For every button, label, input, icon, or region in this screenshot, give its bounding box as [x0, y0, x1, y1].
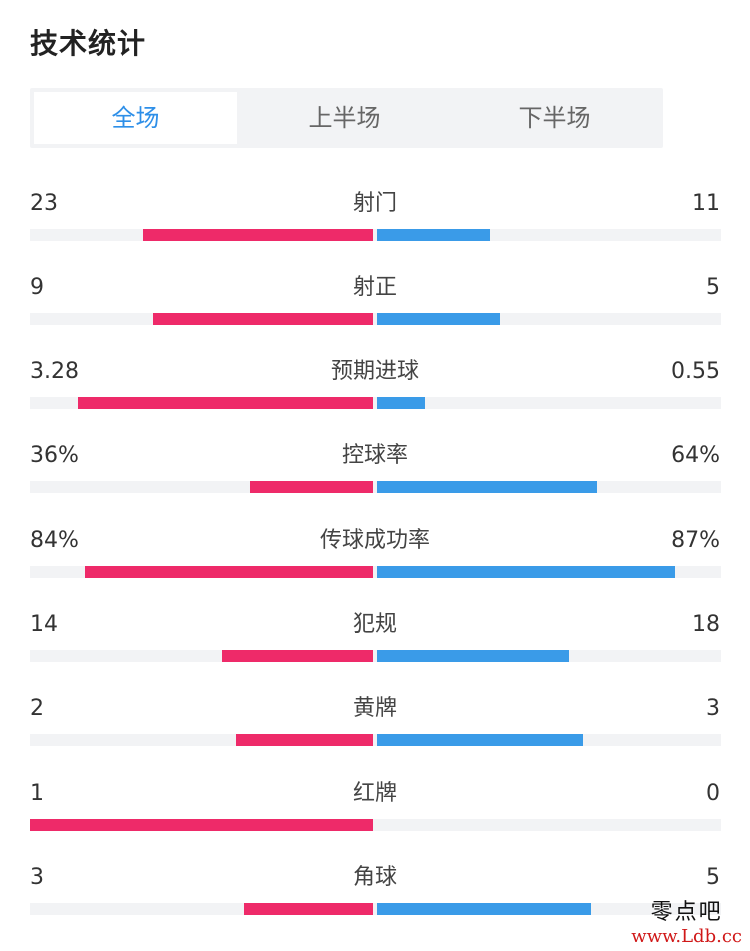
stat-row-possession: 36% 控球率 64%	[0, 441, 750, 525]
stat-row-expected-goals: 3.28 预期进球 0.55	[0, 357, 750, 441]
home-value: 36%	[30, 443, 79, 468]
stat-row-corners: 3 角球 5	[0, 863, 750, 947]
period-tabs: 全场 上半场 下半场	[30, 88, 663, 148]
home-value: 3.28	[30, 359, 79, 384]
stat-row-fouls: 14 犯规 18	[0, 610, 750, 694]
home-bar	[222, 650, 373, 662]
page-title: 技术统计	[30, 27, 147, 60]
away-value: 18	[692, 612, 720, 637]
tab-full-match[interactable]: 全场	[34, 92, 237, 144]
away-value: 11	[692, 191, 720, 216]
away-bar	[377, 481, 597, 493]
watermark-text: 零点吧	[650, 900, 723, 925]
away-value: 87%	[671, 528, 720, 553]
home-bar	[236, 734, 373, 746]
stat-bar-track	[30, 313, 721, 325]
stat-label: 黄牌	[352, 696, 397, 721]
away-value: 0	[706, 781, 720, 806]
tab-second-half[interactable]: 下半场	[518, 104, 591, 132]
stat-bar-track	[30, 229, 721, 241]
stat-label: 控球率	[341, 443, 408, 468]
home-value: 3	[30, 865, 44, 890]
away-bar	[377, 734, 583, 746]
away-value: 5	[706, 275, 720, 300]
stat-bar-track	[30, 819, 721, 831]
away-value: 64%	[671, 443, 720, 468]
stat-label: 角球	[352, 865, 397, 890]
stat-row-red-cards: 1 红牌 0	[0, 779, 750, 863]
away-value: 3	[706, 696, 720, 721]
stat-bar-track	[30, 481, 721, 493]
home-value: 1	[30, 781, 44, 806]
stat-label: 预期进球	[330, 359, 419, 384]
home-bar	[153, 313, 373, 325]
home-bar	[30, 819, 373, 831]
home-value: 9	[30, 275, 44, 300]
stat-label: 射正	[352, 275, 397, 300]
home-bar	[78, 397, 373, 409]
home-value: 14	[30, 612, 58, 637]
home-bar	[143, 229, 373, 241]
stat-bar-track	[30, 734, 721, 746]
away-bar	[377, 903, 591, 915]
stat-label: 红牌	[352, 781, 397, 806]
stat-bar-track	[30, 650, 721, 662]
stat-row-yellow-cards: 2 黄牌 3	[0, 694, 750, 778]
stat-label: 传球成功率	[319, 528, 430, 553]
stat-bar-track	[30, 903, 721, 915]
tab-first-half[interactable]: 上半场	[308, 104, 381, 132]
stat-row-pass-accuracy: 84% 传球成功率 87%	[0, 526, 750, 610]
away-value: 0.55	[671, 359, 720, 384]
away-bar	[377, 650, 569, 662]
stat-label: 射门	[352, 191, 397, 216]
stat-label: 犯规	[352, 612, 397, 637]
home-value: 84%	[30, 528, 79, 553]
home-bar	[85, 566, 373, 578]
stat-row-shots-on-target: 9 射正 5	[0, 273, 750, 357]
watermark: 零点吧 www.Ldb.cc	[631, 894, 742, 947]
away-value: 5	[706, 865, 720, 890]
home-value: 2	[30, 696, 44, 721]
away-bar	[377, 313, 500, 325]
away-bar	[377, 397, 425, 409]
stat-bar-track	[30, 397, 721, 409]
stat-row-shots: 23 射门 11	[0, 189, 750, 273]
away-bar	[377, 229, 490, 241]
home-value: 23	[30, 191, 58, 216]
home-bar	[244, 903, 373, 915]
watermark-url: www.Ldb.cc	[631, 926, 742, 947]
away-bar	[377, 566, 675, 578]
stat-bar-track	[30, 566, 721, 578]
home-bar	[250, 481, 373, 493]
